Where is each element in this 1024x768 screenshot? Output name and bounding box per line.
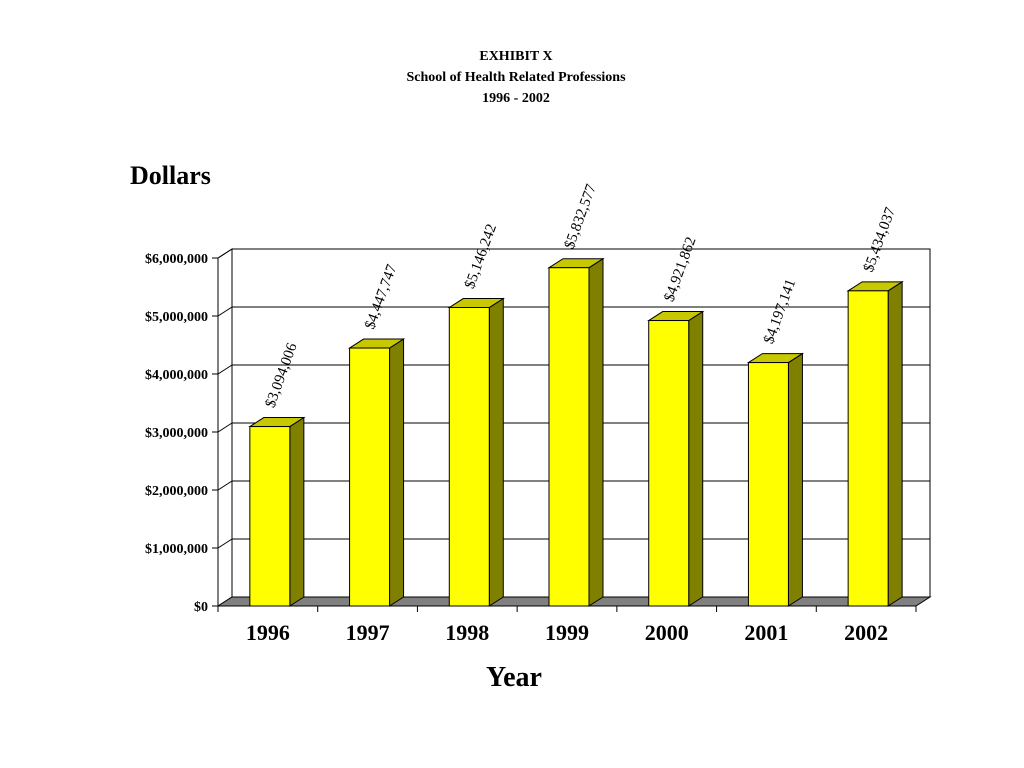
bar <box>847 290 889 607</box>
data-label: $3,094,006 <box>263 341 301 410</box>
bar <box>249 426 291 607</box>
bar <box>548 267 590 607</box>
chart-subtitle: School of Health Related Professions <box>406 70 626 85</box>
bar <box>747 362 789 607</box>
x-tick-label: 1999 <box>545 620 589 645</box>
gridline-side <box>217 538 233 549</box>
bar-side <box>488 297 504 607</box>
y-tick-label: $4,000,000 <box>145 368 208 383</box>
gridline-side <box>217 480 233 491</box>
gridline-side <box>217 364 233 375</box>
x-axis-title: Year <box>486 662 542 693</box>
bar <box>448 307 490 607</box>
y-tick-label: $3,000,000 <box>145 426 208 441</box>
x-tick-label: 1997 <box>346 620 390 645</box>
bar <box>648 320 690 607</box>
y-tick-label: $5,000,000 <box>145 310 208 325</box>
chart-date-range: 1996 - 2002 <box>482 91 550 106</box>
gridline-side <box>217 422 233 433</box>
bar-side <box>887 280 903 607</box>
x-tick-label: 2001 <box>744 620 788 645</box>
x-tick-label: 1998 <box>445 620 489 645</box>
y-tick-label: $2,000,000 <box>145 484 208 499</box>
data-label: $4,447,747 <box>362 262 400 331</box>
bar-side <box>688 310 704 607</box>
data-label: $5,146,242 <box>462 222 500 291</box>
data-label: $5,434,037 <box>861 205 899 274</box>
bar-side <box>389 338 405 607</box>
x-tick-label: 2002 <box>844 620 888 645</box>
gridline-side <box>217 306 233 317</box>
x-tick-label: 2000 <box>645 620 689 645</box>
y-axis-title: Dollars <box>130 161 211 190</box>
chart-title-block: EXHIBIT X School of Health Related Profe… <box>0 46 1024 109</box>
bar <box>349 347 391 607</box>
data-label: $4,197,141 <box>761 277 799 346</box>
chart-title: EXHIBIT X <box>479 49 553 64</box>
bar-side <box>289 416 305 607</box>
y-tick-label: $0 <box>194 600 208 615</box>
data-label: $5,832,577 <box>562 182 600 251</box>
y-tick-label: $6,000,000 <box>145 252 208 267</box>
gridline-side <box>217 248 233 259</box>
bar-side <box>787 352 803 607</box>
bar-side <box>588 257 604 607</box>
y-tick-label: $1,000,000 <box>145 542 208 557</box>
x-tick-label: 1996 <box>246 620 290 645</box>
data-label: $4,921,862 <box>661 235 699 304</box>
